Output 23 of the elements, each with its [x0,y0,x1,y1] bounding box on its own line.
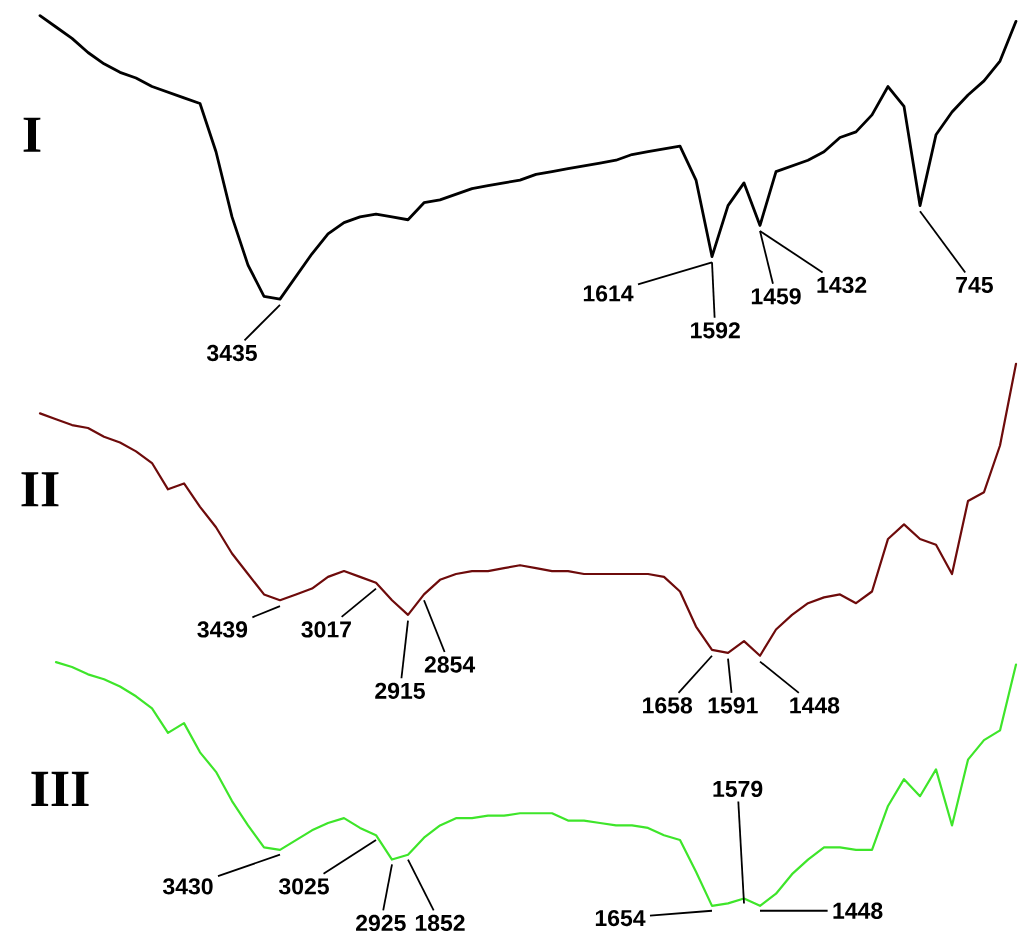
annotation: 1448 [790,697,840,714]
text: II [21,472,59,507]
annotation: 1591 [708,697,758,714]
annotation: 1614 [583,285,634,302]
annotation: 745 [956,276,993,293]
text: 1852 [415,914,465,932]
annotation: 2854 [424,656,476,673]
annotation: 1658 [643,697,693,714]
annotation: 1579 [713,780,763,798]
text: 1592 [691,322,740,339]
annotation: 3017 [301,621,351,638]
text: I [23,117,41,152]
annotation: 3025 [278,878,329,895]
text: III [31,771,89,806]
annotation: 1448 [833,902,883,919]
annotation: 2915 [375,682,425,699]
text: 3435 [206,344,257,362]
annotation: 3430 [162,878,213,895]
text: 1654 [595,909,646,927]
text: 2925 [356,914,406,932]
annotation: 3439 [197,621,248,638]
annotation: 1459 [751,288,801,305]
annotation: 1432 [817,276,867,294]
